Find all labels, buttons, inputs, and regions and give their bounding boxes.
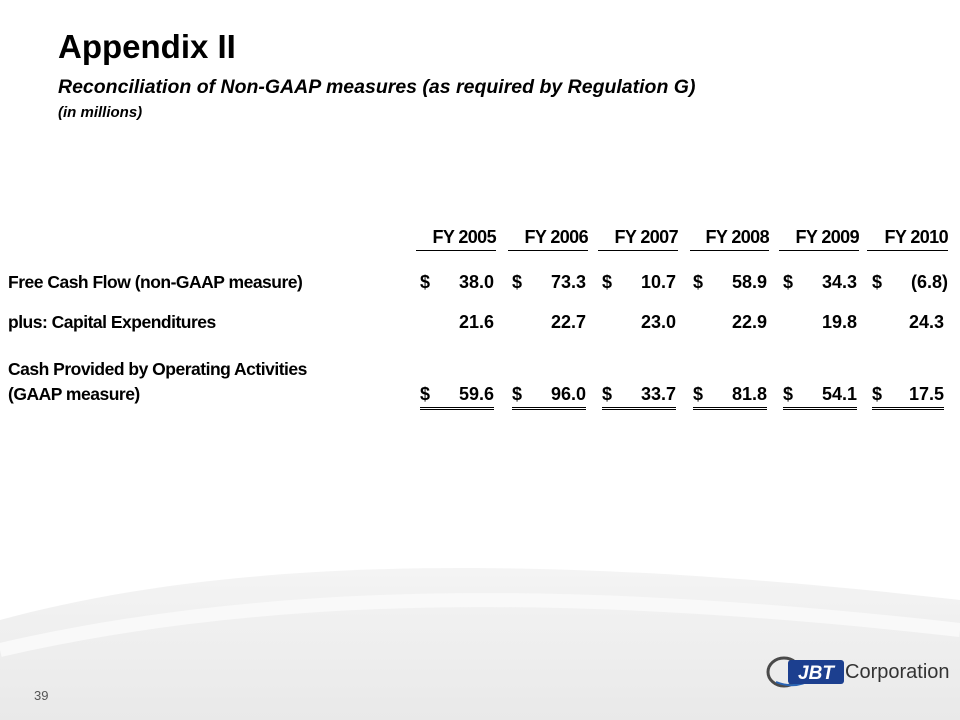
units-note: (in millions) — [58, 104, 143, 121]
table-cell-total: $ 17.5 — [872, 384, 944, 410]
cell-value: 33.7 — [640, 384, 676, 404]
cell-value: 81.8 — [731, 384, 767, 404]
table-cell-total: $ 81.8 — [693, 384, 767, 410]
page-number: 39 — [34, 688, 49, 703]
table-cell: 22.7 — [512, 312, 586, 336]
currency-symbol: $ — [602, 384, 613, 404]
cell-value: 54.1 — [821, 384, 857, 404]
table-cell: $ 73.3 — [512, 272, 586, 296]
currency-symbol: $ — [783, 272, 794, 292]
cell-value: 22.7 — [550, 312, 586, 332]
table-cell: 21.6 — [420, 312, 494, 336]
cell-value: 19.8 — [821, 312, 857, 332]
table-cell-total: $ 96.0 — [512, 384, 586, 410]
cell-value: 17.5 — [908, 384, 944, 404]
currency-symbol: $ — [420, 272, 431, 292]
cell-value: 59.6 — [458, 384, 494, 404]
currency-symbol: $ — [693, 384, 704, 404]
cell-value: 22.9 — [731, 312, 767, 332]
col-header-fy2005: FY 2005 — [416, 227, 497, 251]
logo-text: Corporation — [845, 661, 950, 683]
currency-symbol: $ — [420, 384, 431, 404]
currency-symbol: $ — [693, 272, 704, 292]
table-cell-total: $ 54.1 — [783, 384, 857, 410]
currency-symbol: $ — [783, 384, 794, 404]
cell-value: 38.0 — [458, 272, 494, 292]
table-cell: $ 34.3 — [783, 272, 857, 296]
cell-value: 21.6 — [458, 312, 494, 332]
table-cell: 24.3 — [872, 312, 944, 336]
row-label-capital-expenditures: plus: Capital Expenditures — [8, 312, 216, 332]
background-swoosh — [0, 567, 960, 720]
slide-title: Appendix II — [58, 28, 236, 65]
cell-value: 34.3 — [821, 272, 857, 292]
table-cell: $ 10.7 — [602, 272, 676, 296]
table-cell: $ 58.9 — [693, 272, 767, 296]
table-cell: 19.8 — [783, 312, 857, 336]
table-cell: $ 38.0 — [420, 272, 494, 296]
row-label-operating-cash-line1: Cash Provided by Operating Activities — [8, 359, 307, 379]
col-header-fy2010: FY 2010 — [867, 227, 949, 251]
cell-value: 10.7 — [640, 272, 676, 292]
cell-value: 58.9 — [731, 272, 767, 292]
currency-symbol: $ — [872, 384, 883, 404]
col-header-fy2009: FY 2009 — [779, 227, 860, 251]
cell-value: 96.0 — [550, 384, 586, 404]
cell-value: 24.3 — [908, 312, 944, 332]
table-cell-total: $ 33.7 — [602, 384, 676, 410]
currency-symbol: $ — [872, 272, 883, 292]
col-header-fy2008: FY 2008 — [690, 227, 770, 251]
table-cell-total: $ 59.6 — [420, 384, 494, 410]
slide-subtitle: Reconciliation of Non-GAAP measures (as … — [58, 76, 696, 98]
logo-mark-text: JBT — [798, 663, 835, 684]
col-header-fy2006: FY 2006 — [508, 227, 589, 251]
cell-value: 73.3 — [550, 272, 586, 292]
table-cell: $ (6.8) — [872, 272, 948, 296]
row-label-operating-cash-line2: (GAAP measure) — [8, 384, 140, 404]
currency-symbol: $ — [512, 384, 523, 404]
table-cell: 22.9 — [693, 312, 767, 336]
col-header-fy2007: FY 2007 — [598, 227, 679, 251]
currency-symbol: $ — [602, 272, 613, 292]
cell-value: 23.0 — [640, 312, 676, 332]
row-label-free-cash-flow: Free Cash Flow (non-GAAP measure) — [8, 272, 303, 292]
currency-symbol: $ — [512, 272, 523, 292]
cell-value: (6.8) — [910, 272, 948, 292]
table-cell: 23.0 — [602, 312, 676, 336]
jbt-logo: JBT — [766, 656, 844, 688]
